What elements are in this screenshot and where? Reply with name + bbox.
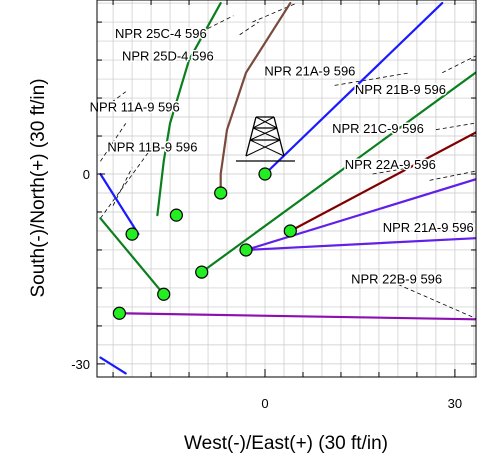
projection-line xyxy=(100,148,152,219)
well-path xyxy=(200,70,476,274)
well-path xyxy=(219,1,292,195)
projection-line xyxy=(239,21,259,36)
target-marker xyxy=(169,208,183,222)
well-label: NPR 22B-9 596 xyxy=(351,272,442,287)
target-marker xyxy=(283,224,297,238)
target-marker xyxy=(195,265,209,279)
well-label: NPR 21A-9 596 xyxy=(383,220,474,235)
axis-ticks: 0 30 0 -30 xyxy=(71,0,476,411)
target-marker xyxy=(258,167,272,181)
well-path xyxy=(118,312,476,321)
plot-frame xyxy=(96,0,477,378)
well-path xyxy=(99,172,140,236)
projection-line xyxy=(252,2,297,23)
well-paths xyxy=(99,1,476,375)
y-tick-label: 0 xyxy=(83,167,90,182)
x-tick-label: 0 xyxy=(261,396,268,411)
projection-line xyxy=(442,55,476,74)
well-label: NPR 22A-9 596 xyxy=(345,157,436,172)
well-path xyxy=(156,1,222,217)
y-tick-label: -30 xyxy=(71,357,90,372)
rig-icon xyxy=(236,116,295,162)
well-path xyxy=(263,1,444,176)
target-marker xyxy=(157,287,171,301)
target-marker xyxy=(239,243,253,257)
well-path xyxy=(244,178,476,252)
well-label: NPR 21C-9 596 xyxy=(332,121,424,136)
well-label: NPR 11A-9 596 xyxy=(90,100,180,115)
projection-line xyxy=(100,123,127,162)
well-path xyxy=(289,131,476,233)
projection-line xyxy=(429,170,476,181)
target-marker xyxy=(125,227,139,241)
well-path xyxy=(99,356,127,375)
grid xyxy=(97,0,476,377)
target-marker xyxy=(214,186,228,200)
projection-line xyxy=(334,72,411,86)
y-axis-title: South(-)/North(+) (30 ft/in) xyxy=(28,78,49,297)
well-label: NPR 25C-4 596 xyxy=(115,26,207,41)
well-label: NPR 21B-9 596 xyxy=(355,82,446,97)
x-axis-title: West(-)/East(+) (30 ft/in) xyxy=(184,433,388,454)
projection-line xyxy=(100,91,126,112)
projection-lines xyxy=(100,2,476,319)
target-marker xyxy=(112,306,127,320)
target-markers xyxy=(112,167,297,320)
well-label: NPR 21A-9 596 xyxy=(264,63,355,78)
well-label: NPR 11B-9 596 xyxy=(107,139,197,154)
well-path xyxy=(99,217,165,296)
well-label: NPR 25D-4 596 xyxy=(122,48,214,63)
x-tick-label: 30 xyxy=(448,396,462,411)
projection-line xyxy=(195,15,234,36)
well-path xyxy=(244,237,476,252)
